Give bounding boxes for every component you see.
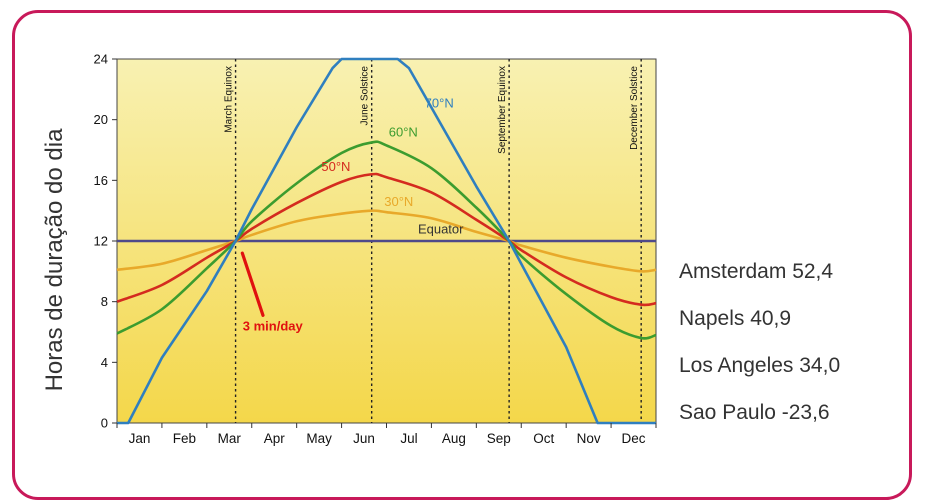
x-tick-label-jul: Jul: [400, 431, 417, 446]
y-tick-label-20: 20: [94, 112, 108, 127]
y-tick-label-16: 16: [94, 173, 108, 188]
x-tick-label-jun: Jun: [353, 431, 375, 446]
x-tick-label-jan: Jan: [129, 431, 151, 446]
annotation-text: 3 min/day: [243, 318, 304, 333]
series-label-50n: 50°N: [321, 159, 350, 174]
marker-label-december-solstice: December Solstice: [629, 66, 640, 150]
x-tick-label-dec: Dec: [622, 431, 646, 446]
y-tick-label-12: 12: [94, 234, 108, 249]
city-napels: Napels 40,9: [679, 307, 792, 330]
series-line-30n: [116, 209, 657, 273]
series-label-30n: 30°N: [384, 194, 413, 209]
y-tick-label-24: 24: [94, 52, 108, 67]
x-tick-label-nov: Nov: [577, 431, 601, 446]
city-los-angeles: Los Angeles 34,0: [679, 354, 841, 377]
series-line-70n: [117, 57, 656, 425]
series-line-50n: [116, 172, 657, 307]
x-tick-label-apr: Apr: [264, 431, 286, 446]
x-tick-label-aug: Aug: [442, 431, 466, 446]
city-list: Amsterdam 52,4 Napels 40,9 Los Angeles 3…: [679, 248, 840, 436]
x-tick-label-may: May: [306, 431, 332, 446]
x-tick-label-oct: Oct: [533, 431, 554, 446]
series-label-equator: Equator: [418, 221, 464, 236]
y-tick-label-0: 0: [101, 416, 108, 431]
marker-label-september-equinox: September Equinox: [497, 66, 508, 154]
series-line-60n: [116, 140, 657, 340]
x-tick-label-feb: Feb: [173, 431, 196, 446]
city-amsterdam: Amsterdam 52,4: [679, 260, 834, 283]
series-label-70n: 70°N: [425, 96, 454, 111]
city-sao-paulo: Sao Paulo -23,6: [679, 401, 830, 424]
annotation-arrow: [240, 251, 265, 317]
daylength-chart: March Equinox June Solstice September Equi…: [94, 52, 657, 446]
x-tick-label-mar: Mar: [218, 431, 242, 446]
y-tick-label-4: 4: [101, 355, 108, 370]
marker-label-march-equinox: March Equinox: [224, 66, 235, 133]
marker-label-june-solstice: June Solstice: [360, 66, 371, 126]
y-tick-label-8: 8: [101, 294, 108, 309]
x-tick-label-sep: Sep: [487, 431, 511, 446]
series-label-60n: 60°N: [389, 124, 418, 139]
